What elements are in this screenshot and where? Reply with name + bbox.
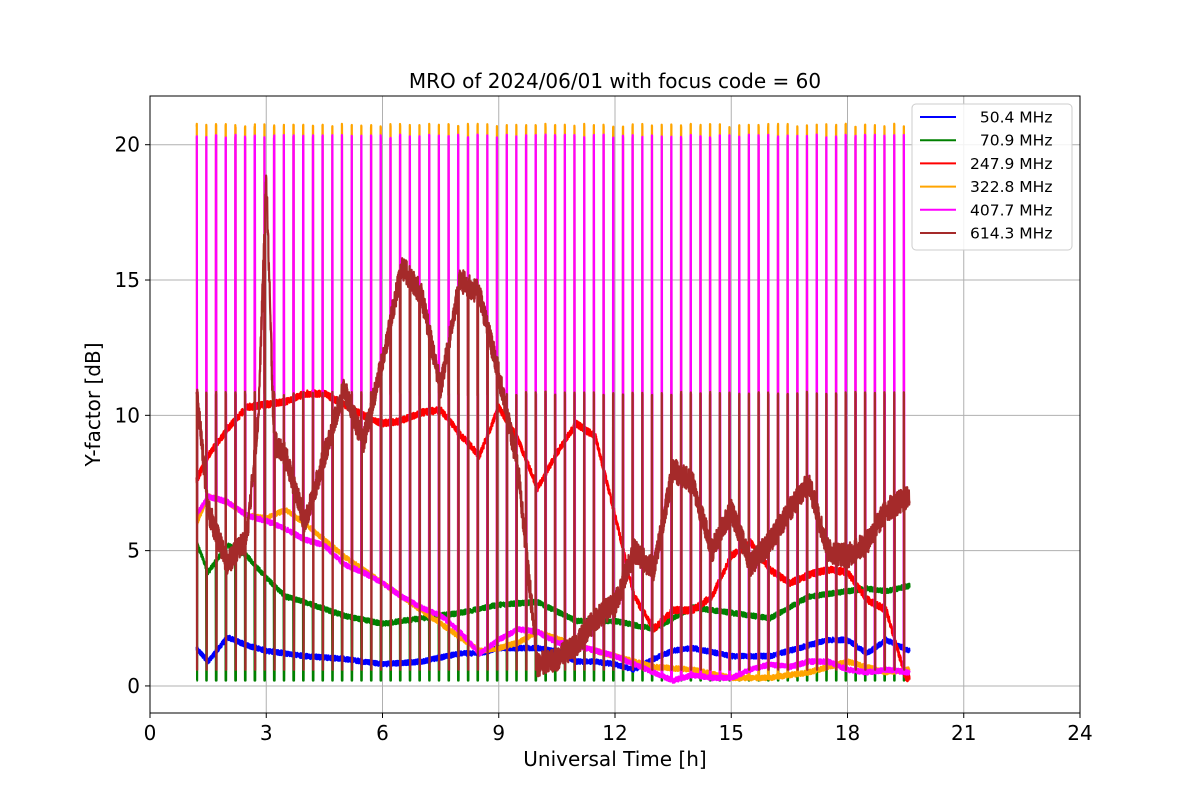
x-tick-label: 24	[1067, 721, 1092, 745]
legend: 50.4 MHz 70.9 MHz 247.9 MHz 322.8 MHz 407.7…	[911, 103, 1073, 251]
legend-label: 70.9 MHz	[970, 132, 1052, 150]
y-tick-label: 0	[127, 674, 140, 698]
series-line-247-9-mhz	[195, 389, 911, 683]
x-axis-label: Universal Time [h]	[523, 747, 706, 771]
y-tick-label: 15	[115, 268, 140, 292]
series-line-322-8-mhz	[195, 122, 911, 682]
legend-label: 322.8 MHz	[970, 178, 1052, 196]
x-tick-label: 12	[602, 721, 627, 745]
x-tick-label: 3	[260, 721, 273, 745]
x-tick-label: 21	[951, 721, 976, 745]
x-tick-label: 6	[376, 721, 389, 745]
legend-label: 614.3 MHz	[970, 225, 1052, 243]
series-line-407-7-mhz	[195, 133, 911, 684]
y-tick-label: 10	[115, 403, 140, 427]
x-tick-label: 0	[144, 721, 157, 745]
series-layer	[195, 122, 911, 684]
legend-label: 247.9 MHz	[970, 155, 1052, 173]
legend-label: 50.4 MHz	[970, 109, 1052, 127]
series-line-70-9-mhz	[195, 542, 911, 682]
x-tick-label: 18	[835, 721, 860, 745]
y-axis-ticks: 0 5 10 15 20	[115, 133, 150, 698]
chart-title: MRO of 2024/06/01 with focus code = 60	[409, 69, 821, 93]
series-line-614-3-mhz	[195, 174, 911, 678]
y-axis-label: Y-factor [dB]	[81, 342, 105, 467]
legend-label: 407.7 MHz	[970, 201, 1052, 219]
x-tick-label: 15	[719, 721, 744, 745]
y-tick-label: 20	[115, 133, 140, 157]
grid	[150, 96, 1080, 713]
y-tick-label: 5	[127, 539, 140, 563]
x-tick-label: 9	[492, 721, 505, 745]
x-axis-ticks: 0 3 6 9 12 15 18 21 24	[144, 713, 1093, 745]
